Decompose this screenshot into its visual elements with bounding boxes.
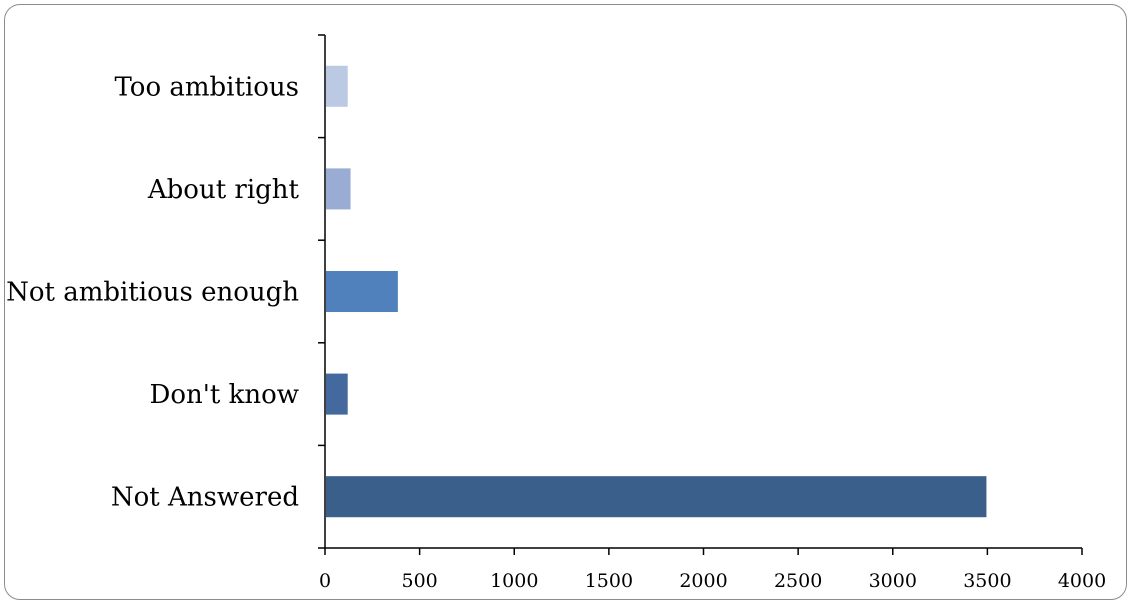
x-tick-label-1000: 1000: [490, 570, 538, 592]
x-tick-labels: 0 500 1000 1500 2000 2500 3000 3500 4000: [319, 570, 1106, 592]
bar-not-ambitious-enough: [326, 270, 398, 313]
bar-too-ambitious: [326, 65, 348, 107]
category-labels: Too ambitious About right Not ambitious en…: [6, 72, 299, 512]
x-tick-label-2500: 2500: [774, 570, 822, 592]
x-tick-label-4000: 4000: [1058, 570, 1106, 592]
bar-not-answered: [326, 476, 987, 518]
bar-about-right: [326, 168, 351, 210]
x-tick-label-500: 500: [401, 570, 437, 592]
category-label-don-t-know: Don't know: [149, 380, 299, 410]
x-tick-label-3000: 3000: [869, 570, 917, 592]
category-label-too-ambitious: Too ambitious: [114, 72, 299, 102]
x-tick-label-2000: 2000: [679, 570, 727, 592]
x-tick-label-3500: 3500: [963, 570, 1011, 592]
category-label-not-answered: Not Answered: [111, 483, 299, 513]
bar-don-t-know: [326, 373, 348, 415]
category-label-about-right: About right: [147, 175, 300, 205]
x-tick-label-1500: 1500: [585, 570, 633, 592]
x-tick-label-0: 0: [319, 570, 331, 592]
bars: [326, 65, 987, 518]
category-label-not-ambitious-enough: Not ambitious enough: [6, 278, 299, 308]
axes: [318, 34, 1083, 555]
